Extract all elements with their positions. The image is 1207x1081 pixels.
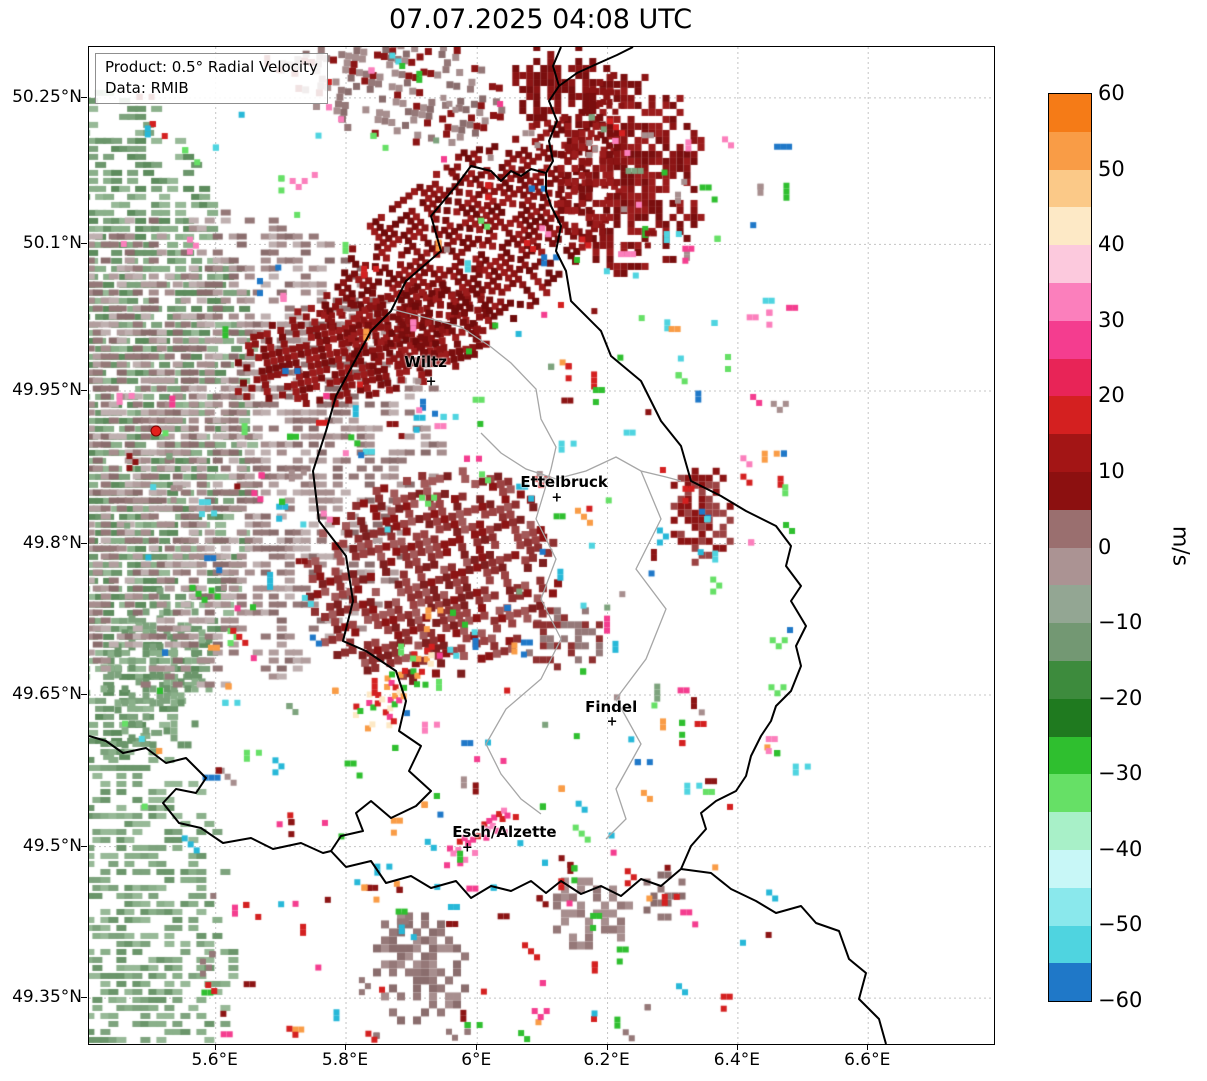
y-tick-mark: [81, 243, 87, 245]
colorbar-tick-label: 10: [1098, 458, 1125, 483]
city-marker-findel: +: [606, 714, 618, 730]
colorbar-segment: [1049, 849, 1091, 888]
colorbar-segment: [1049, 547, 1091, 586]
radial-velocity-field: [89, 47, 994, 1044]
colorbar-tick-label: −60: [1098, 988, 1143, 1012]
x-tick-label: 5.6°E: [191, 1050, 238, 1070]
colorbar: [1048, 93, 1092, 1002]
colorbar-segment: [1049, 245, 1091, 283]
colorbar-tick-label: −10: [1098, 610, 1143, 635]
colorbar-segment: [1049, 471, 1091, 510]
product-annotation-box: Product: 0.5° Radial Velocity Data: RMIB: [95, 53, 328, 104]
y-tick-label: 49.65°N: [12, 684, 82, 705]
colorbar-tick-label: 40: [1098, 232, 1125, 257]
y-tick-mark: [81, 694, 87, 696]
colorbar-tick-label: 20: [1098, 383, 1125, 408]
colorbar-segment: [1049, 660, 1091, 699]
colorbar-segment: [1049, 812, 1091, 850]
city-label-wiltz: Wiltz: [404, 353, 448, 372]
y-tick-label: 49.8°N: [22, 532, 82, 553]
colorbar-segment: [1049, 774, 1091, 813]
product-line: Product: 0.5° Radial Velocity: [105, 58, 318, 76]
colorbar-segment: [1049, 509, 1091, 548]
colorbar-tick-label: 50: [1098, 156, 1125, 181]
colorbar-segment: [1049, 736, 1091, 775]
colorbar-tick-label: −20: [1098, 685, 1143, 710]
colorbar-tick-label: 30: [1098, 307, 1125, 332]
colorbar-segment: [1049, 585, 1091, 624]
radar-site-marker: [150, 425, 162, 437]
y-tick-mark: [81, 997, 87, 999]
city-marker-esch: +: [461, 840, 473, 856]
colorbar-segment: [1049, 396, 1091, 435]
colorbar-segment: [1049, 320, 1091, 359]
figure-title: 07.07.2025 04:08 UTC: [388, 4, 693, 35]
city-marker-wiltz: +: [425, 374, 437, 390]
y-tick-label: 49.5°N: [22, 835, 82, 856]
colorbar-segment: [1049, 282, 1091, 321]
y-tick-label: 49.95°N: [12, 379, 82, 400]
colorbar-segment: [1049, 169, 1091, 208]
y-tick-label: 50.1°N: [22, 233, 82, 254]
y-tick-label: 49.35°N: [12, 987, 82, 1008]
city-label-findel: Findel: [585, 698, 638, 716]
colorbar-segment: [1049, 358, 1091, 397]
x-tick-mark: [606, 1044, 608, 1050]
colorbar-tick-label: 60: [1098, 81, 1125, 105]
city-label-ettelbruck: Ettelbruck: [520, 472, 608, 491]
colorbar-unit-label: m/s: [1167, 525, 1193, 567]
y-tick-label: 50.25°N: [12, 86, 82, 107]
colorbar-segment: [1049, 94, 1091, 132]
x-tick-label: 6.2°E: [583, 1050, 630, 1070]
x-tick-mark: [867, 1044, 869, 1050]
x-tick-label: 6.6°E: [844, 1050, 891, 1070]
y-tick-mark: [81, 96, 87, 98]
y-tick-mark: [81, 389, 87, 391]
colorbar-segment: [1049, 623, 1091, 661]
colorbar-tick-label: 0: [1098, 534, 1112, 559]
x-tick-label: 6.4°E: [713, 1050, 761, 1070]
x-tick-mark: [214, 1044, 216, 1050]
x-tick-label: 6°E: [461, 1050, 492, 1070]
data-source-line: Data: RMIB: [105, 79, 189, 97]
city-marker-ettelbruck: +: [551, 490, 563, 506]
y-tick-mark: [81, 845, 87, 847]
colorbar-segment: [1049, 963, 1091, 1002]
map-plot-area: Product: 0.5° Radial Velocity Data: RMIB…: [88, 46, 995, 1045]
colorbar-segment: [1049, 887, 1091, 926]
y-tick-mark: [81, 542, 87, 544]
colorbar-segment: [1049, 698, 1091, 737]
colorbar-segment: [1049, 434, 1091, 472]
colorbar-tick-label: −40: [1098, 836, 1143, 861]
x-tick-label: 5.8°E: [321, 1050, 369, 1070]
colorbar-segment: [1049, 925, 1091, 964]
x-tick-mark: [476, 1044, 478, 1050]
city-label-esch: Esch/Alzette: [452, 822, 557, 841]
x-tick-mark: [736, 1044, 738, 1050]
x-tick-mark: [345, 1044, 347, 1050]
colorbar-tick-label: −50: [1098, 912, 1143, 937]
colorbar-tick-label: −30: [1098, 761, 1143, 786]
colorbar-segment: [1049, 207, 1091, 246]
colorbar-segment: [1049, 131, 1091, 170]
